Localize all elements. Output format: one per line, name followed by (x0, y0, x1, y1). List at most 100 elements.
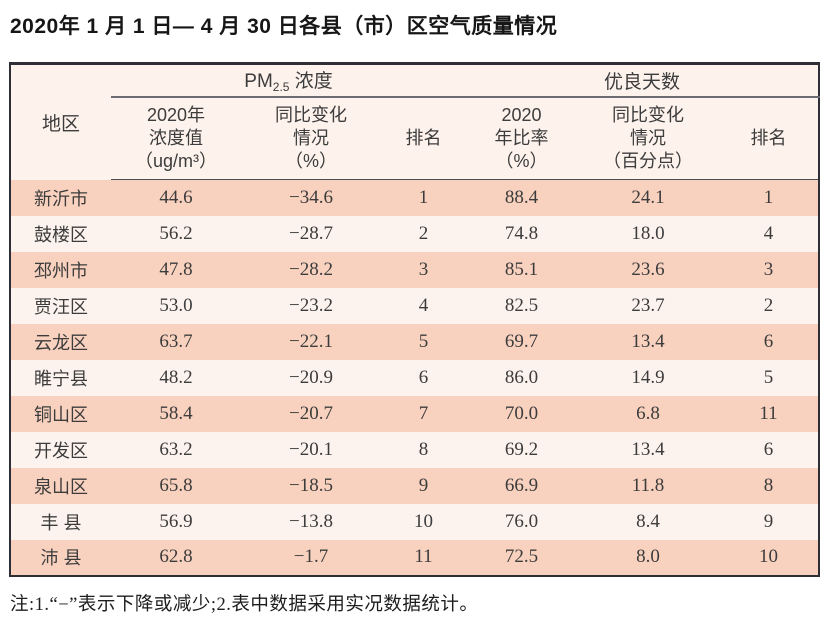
table-row: 睢宁县 48.2 −20.9 6 86.0 14.9 5 (10, 359, 820, 396)
table-row: 云龙区 63.7 −22.1 5 69.7 13.4 6 (10, 323, 820, 360)
cell-good-rank: 8 (719, 467, 820, 504)
table-row: 邳州市 47.8 −28.2 3 85.1 23.6 3 (10, 251, 820, 288)
cell-good-rank: 6 (719, 323, 820, 360)
cell-pm25-value: 48.2 (111, 359, 241, 396)
cell-pm25-value: 44.6 (111, 179, 241, 216)
cell-good-rank: 2 (719, 287, 820, 324)
cell-good-rank: 4 (719, 215, 820, 252)
cell-good-rate: 74.8 (466, 215, 578, 252)
cell-good-change: 6.8 (577, 395, 720, 432)
cell-region: 邳州市 (10, 251, 111, 288)
cell-region: 新沂市 (10, 179, 111, 216)
cell-good-rank: 5 (719, 359, 820, 396)
cell-region: 泉山区 (10, 467, 111, 504)
cell-pm25-value: 58.4 (111, 395, 241, 432)
pm25-group-label: PM2.5 浓度 (244, 71, 333, 95)
cell-good-rate: 72.5 (466, 539, 578, 576)
cell-pm25-change: −28.7 (241, 215, 381, 252)
cell-good-change: 13.4 (577, 323, 720, 360)
cell-region: 云龙区 (10, 323, 111, 360)
footnote: 注:1.“−”表示下降或减少;2.表中数据采用实况数据统计。 (10, 595, 479, 615)
table-row: 鼓楼区 56.2 −28.7 2 74.8 18.0 4 (10, 215, 820, 252)
column-header-pm25-rank: 排名 (381, 96, 467, 180)
cell-good-rank: 1 (719, 179, 820, 216)
table-row: 丰 县 56.9 −13.8 10 76.0 8.4 9 (10, 503, 820, 540)
cell-region: 贾汪区 (10, 287, 111, 324)
cell-pm25-rank: 1 (381, 179, 467, 216)
column-header-good-change: 同比变化 情况 （百分点） (577, 96, 720, 180)
cell-good-change: 23.6 (577, 251, 720, 288)
cell-pm25-change: −20.9 (241, 359, 381, 396)
table-row: 沛 县 62.8 −1.7 11 72.5 8.0 10 (10, 539, 820, 576)
cell-good-rate: 66.9 (466, 467, 578, 504)
cell-pm25-change: −20.1 (241, 431, 381, 468)
cell-pm25-rank: 9 (381, 467, 467, 504)
cell-region: 沛 县 (10, 539, 111, 576)
table-row: 新沂市 44.6 −34.6 1 88.4 24.1 1 (10, 179, 820, 216)
column-header-pm25-change: 同比变化 情况 （%） (241, 96, 381, 180)
cell-good-change: 14.9 (577, 359, 720, 396)
cell-good-rate: 82.5 (466, 287, 578, 324)
cell-good-change: 13.4 (577, 431, 720, 468)
column-header-good-rank: 排名 (719, 96, 820, 180)
cell-good-rate: 70.0 (466, 395, 578, 432)
cell-pm25-value: 47.8 (111, 251, 241, 288)
cell-good-rate: 69.7 (466, 323, 578, 360)
cell-pm25-change: −20.7 (241, 395, 381, 432)
cell-pm25-value: 63.7 (111, 323, 241, 360)
table-row: 泉山区 65.8 −18.5 9 66.9 11.8 8 (10, 467, 820, 504)
cell-pm25-rank: 6 (381, 359, 467, 396)
cell-pm25-value: 56.9 (111, 503, 241, 540)
header-sub-row: 2020年 浓度值 （ug/m³） 同比变化 情况 （%） 排名 2020 年比… (10, 96, 820, 180)
air-quality-table: 地区 PM2.5 浓度 优良天数 2020年 浓度值 （ug/m³） 同比变化 … (9, 62, 821, 577)
cell-good-change: 8.4 (577, 503, 720, 540)
column-group-pm25: PM2.5 浓度 (111, 63, 467, 98)
cell-region: 丰 县 (10, 503, 111, 540)
column-group-good-days: 优良天数 (466, 63, 820, 98)
cell-pm25-change: −18.5 (241, 467, 381, 504)
cell-good-change: 8.0 (577, 539, 720, 576)
cell-good-change: 23.7 (577, 287, 720, 324)
cell-pm25-change: −22.1 (241, 323, 381, 360)
cell-pm25-change: −1.7 (241, 539, 381, 576)
cell-good-rate: 86.0 (466, 359, 578, 396)
cell-pm25-value: 56.2 (111, 215, 241, 252)
cell-pm25-rank: 8 (381, 431, 467, 468)
table-row: 开发区 63.2 −20.1 8 69.2 13.4 6 (10, 431, 820, 468)
cell-good-rank: 11 (719, 395, 820, 432)
cell-good-rate: 69.2 (466, 431, 578, 468)
cell-pm25-value: 62.8 (111, 539, 241, 576)
cell-region: 铜山区 (10, 395, 111, 432)
cell-pm25-rank: 11 (381, 539, 467, 576)
cell-pm25-rank: 2 (381, 215, 467, 252)
cell-pm25-change: −34.6 (241, 179, 381, 216)
cell-pm25-rank: 5 (381, 323, 467, 360)
table-row: 贾汪区 53.0 −23.2 4 82.5 23.7 2 (10, 287, 820, 324)
cell-pm25-value: 53.0 (111, 287, 241, 324)
cell-region: 鼓楼区 (10, 215, 111, 252)
cell-good-rank: 9 (719, 503, 820, 540)
cell-good-change: 11.8 (577, 467, 720, 504)
cell-pm25-value: 63.2 (111, 431, 241, 468)
cell-good-rank: 3 (719, 251, 820, 288)
cell-good-rank: 6 (719, 431, 820, 468)
header-group-row: 地区 PM2.5 浓度 优良天数 (10, 63, 820, 180)
table-header: 地区 PM2.5 浓度 优良天数 2020年 浓度值 （ug/m³） 同比变化 … (10, 63, 820, 180)
cell-pm25-change: −28.2 (241, 251, 381, 288)
cell-region: 开发区 (10, 431, 111, 468)
cell-pm25-change: −23.2 (241, 287, 381, 324)
cell-good-change: 18.0 (577, 215, 720, 252)
cell-good-change: 24.1 (577, 179, 720, 216)
column-header-pm25-value: 2020年 浓度值 （ug/m³） (111, 96, 241, 180)
cell-good-rate: 88.4 (466, 179, 578, 216)
table-body: 新沂市 44.6 −34.6 1 88.4 24.1 1 鼓楼区 56.2 −28.7 2 74.8 1… (10, 179, 820, 576)
cell-pm25-value: 65.8 (111, 467, 241, 504)
column-header-good-rate: 2020 年比率 （%） (466, 96, 578, 180)
cell-pm25-change: −13.8 (241, 503, 381, 540)
column-header-region: 地区 (10, 63, 111, 180)
cell-good-rate: 76.0 (466, 503, 578, 540)
cell-good-rate: 85.1 (466, 251, 578, 288)
cell-pm25-rank: 10 (381, 503, 467, 540)
page-title: 2020年 1 月 1 日— 4 月 30 日各县（市）区空气质量情况 (10, 15, 558, 38)
